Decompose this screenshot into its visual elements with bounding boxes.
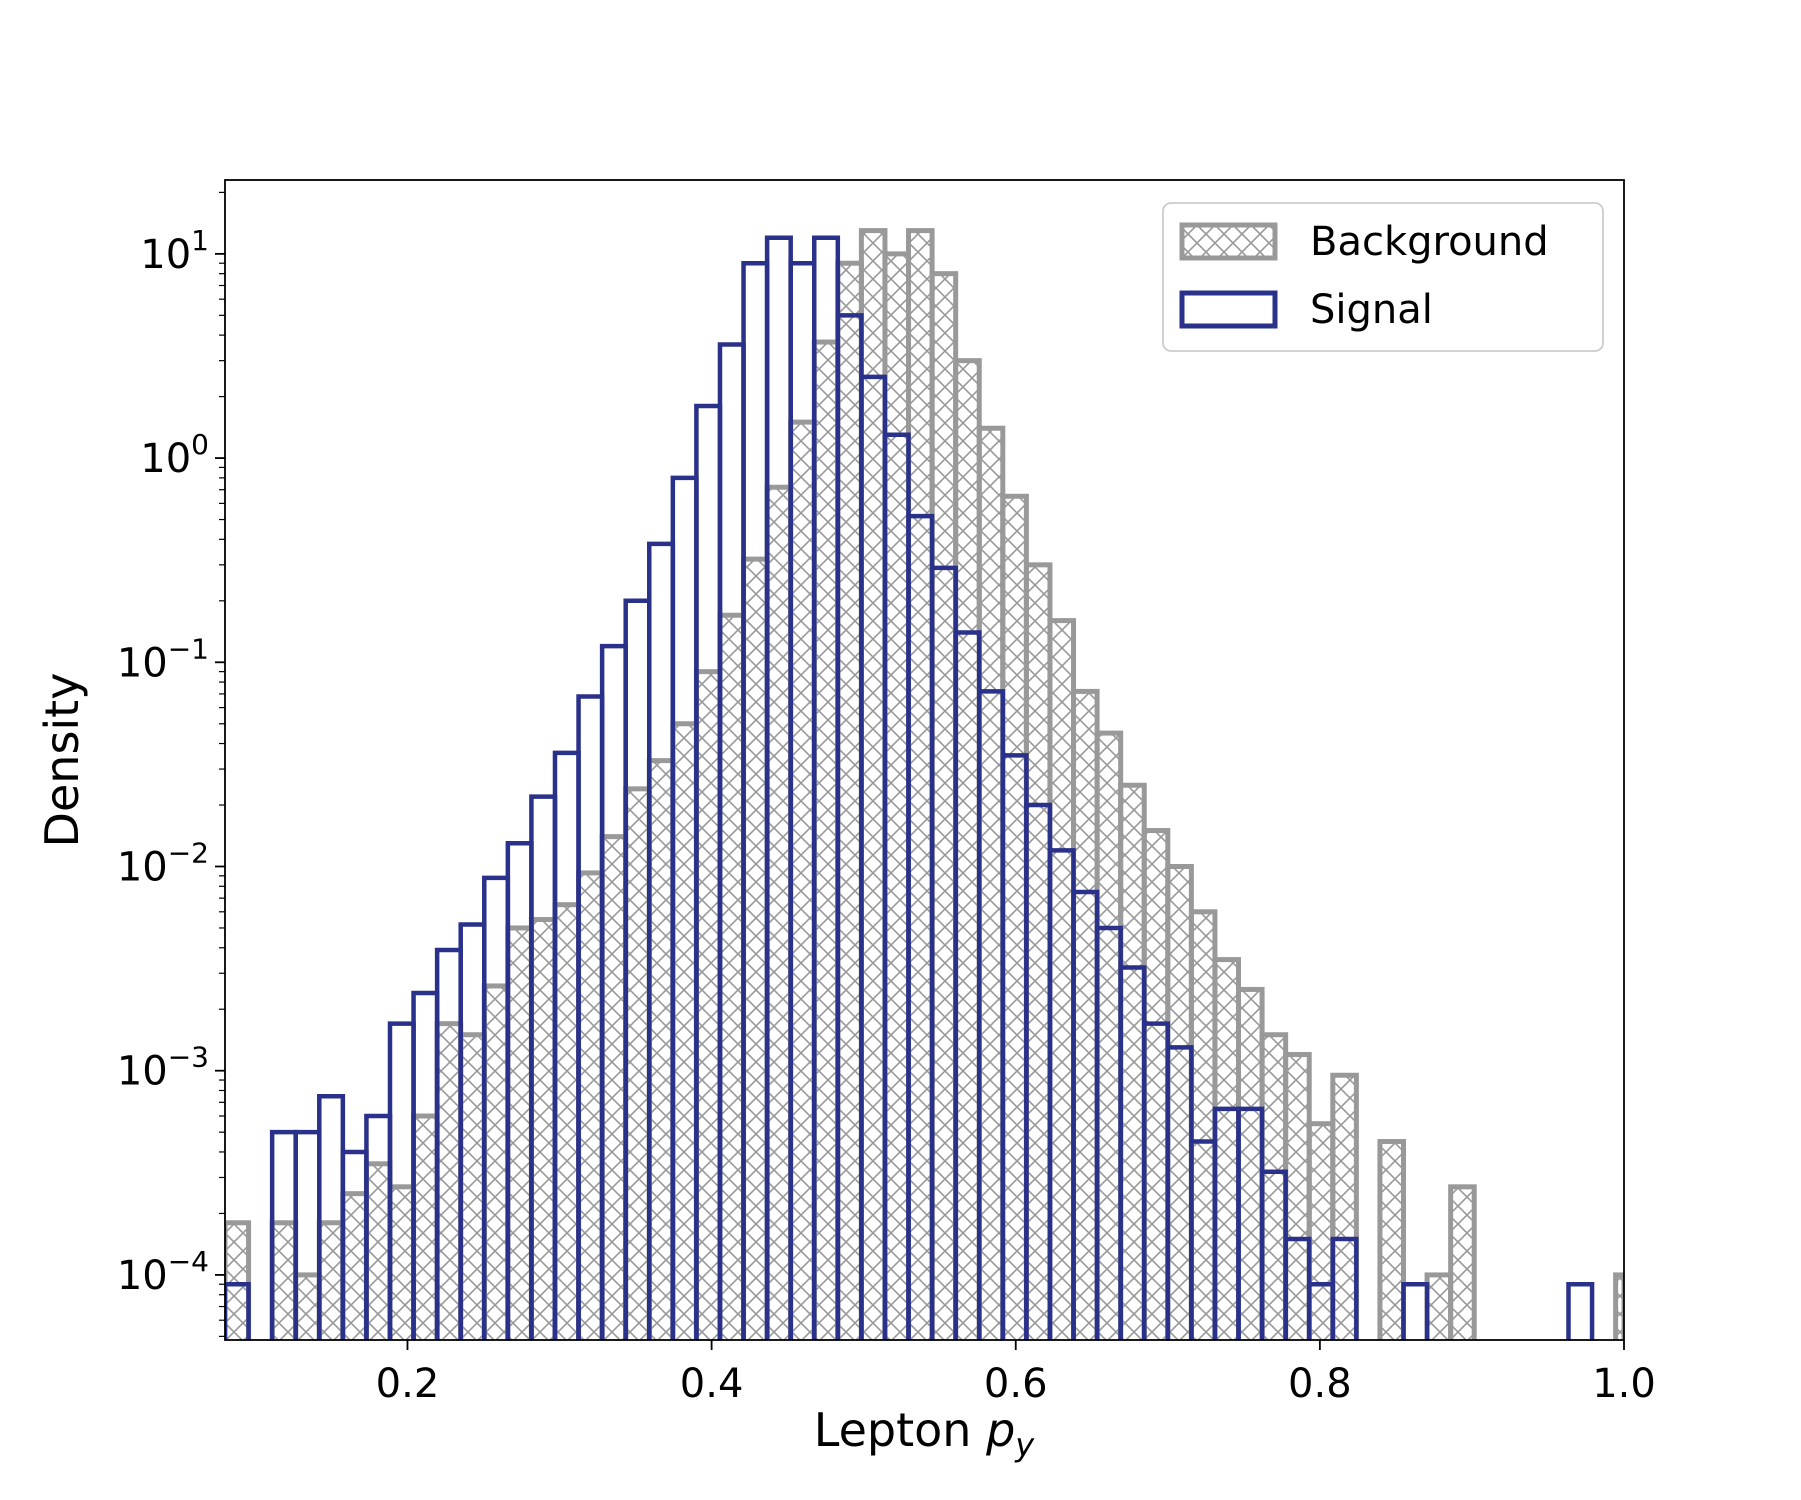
legend-background-swatch	[1179, 222, 1278, 261]
background-bar	[1071, 688, 1100, 1340]
x-tick-label: 0.8	[1288, 1361, 1352, 1407]
y-tick-label: 101	[140, 224, 209, 278]
background-bar	[882, 251, 912, 1340]
background-bar	[764, 484, 794, 1340]
background-bar	[1165, 863, 1194, 1340]
background-bar	[1023, 562, 1053, 1340]
y-axis-label: Density	[35, 673, 89, 848]
background-bar	[1377, 1139, 1407, 1340]
background-bar	[293, 1272, 322, 1340]
x-axis: 0.2 0.4 0.6 0.8 1.0	[376, 1340, 1656, 1407]
x-tick-label: 0.6	[984, 1361, 1048, 1407]
background-bar	[576, 870, 605, 1340]
signal-bar	[1566, 1282, 1595, 1340]
background-bar	[693, 669, 723, 1340]
background-bar	[528, 917, 558, 1340]
y-axis: 101 100 10−1 10−2 10−3 10−4	[117, 191, 225, 1337]
background-bar	[788, 419, 817, 1340]
background-bar	[1259, 1032, 1289, 1340]
x-tick-label: 1.0	[1592, 1361, 1656, 1407]
histogram-outlines	[225, 235, 1595, 1340]
y-tick-label: 10−3	[117, 1041, 209, 1095]
background-bar	[1188, 909, 1218, 1340]
y-tick-label: 10−1	[117, 632, 209, 686]
background-bar	[340, 1191, 369, 1340]
background-bar	[411, 1113, 440, 1340]
background-bar	[1306, 1121, 1336, 1340]
background-bar	[906, 228, 935, 1340]
background-bar	[623, 786, 652, 1340]
background-bar	[858, 228, 888, 1340]
background-bar	[1613, 1272, 1624, 1340]
background-bar	[552, 902, 582, 1340]
signal-bar	[1330, 1236, 1359, 1340]
x-tick-label: 0.4	[680, 1361, 744, 1407]
background-bar	[646, 758, 676, 1340]
background-bar	[1236, 986, 1265, 1340]
background-bar	[1094, 730, 1124, 1340]
background-bar	[976, 425, 1006, 1340]
y-tick-label: 10−4	[117, 1245, 209, 1299]
background-bar	[1448, 1184, 1477, 1340]
x-axis-label: Lepton py	[814, 1403, 1035, 1464]
legend: Background Signal	[1162, 202, 1604, 352]
y-tick-label: 100	[140, 428, 209, 482]
background-bar	[363, 1161, 393, 1340]
y-tick-label: 10−2	[117, 836, 209, 890]
background-bar	[434, 1021, 464, 1340]
legend-signal-swatch	[1179, 290, 1278, 329]
background-bar	[1212, 957, 1242, 1340]
background-bar	[481, 983, 511, 1340]
background-bar	[458, 1032, 487, 1340]
background-bar	[1424, 1272, 1454, 1340]
background-bar	[953, 358, 982, 1340]
background-bar	[1118, 782, 1147, 1340]
background-bar	[1283, 1052, 1312, 1340]
signal-bar	[1401, 1282, 1430, 1340]
background-bar	[811, 339, 841, 1340]
histogram-bars	[225, 228, 1624, 1340]
background-bar	[505, 925, 534, 1340]
legend-background-label: Background	[1310, 219, 1549, 265]
background-bar	[1330, 1072, 1359, 1340]
background-bar	[1141, 828, 1171, 1340]
x-tick-label: 0.2	[376, 1361, 440, 1407]
background-bar	[717, 612, 747, 1340]
background-bar	[1000, 493, 1029, 1340]
background-bar	[835, 260, 864, 1340]
background-bar	[741, 556, 770, 1340]
background-bar	[599, 834, 629, 1340]
background-bar	[929, 271, 959, 1340]
legend-signal-label: Signal	[1310, 287, 1433, 333]
signal-bar	[225, 1282, 251, 1340]
background-bar	[1047, 618, 1077, 1340]
background-bar	[387, 1184, 417, 1340]
plot-frame	[224, 179, 1625, 1341]
background-bar	[670, 721, 699, 1340]
